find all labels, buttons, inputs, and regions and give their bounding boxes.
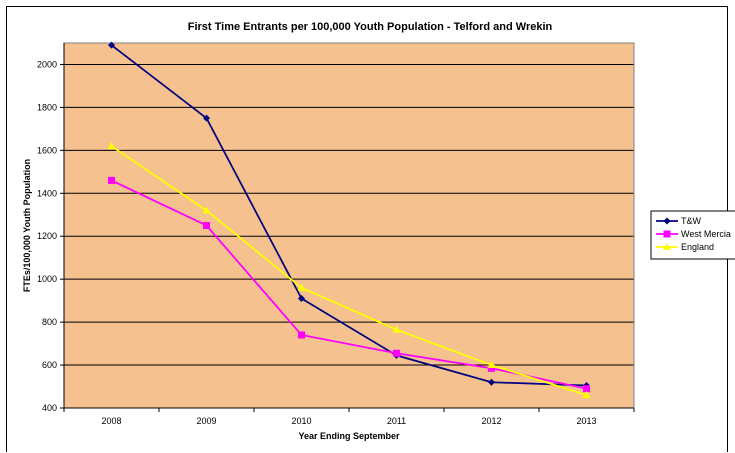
data-point [203,222,210,229]
y-axis-title: FTEs/100,000 Youth Population [22,159,32,292]
series-line [111,179,587,390]
series-line [111,145,587,396]
legend-label: West Mercia [681,229,731,239]
y-tick-label: 400 [42,403,57,413]
data-point [583,385,590,393]
legend-label: T&W [681,216,702,226]
series-layer [107,41,591,399]
plot-area [64,43,634,408]
data-point [298,331,305,339]
legend-label: England [681,242,714,252]
data-point [393,349,400,357]
x-tick-label: 2008 [101,416,121,426]
data-point [582,391,591,399]
legend-marker [663,230,671,238]
x-axis-title: Year Ending September [298,431,400,441]
y-tick-label: 800 [42,317,57,327]
x-tick-label: 2013 [576,416,596,426]
y-tick-label: 2000 [37,59,57,69]
y-tick-label: 1400 [37,188,57,198]
data-point [392,325,401,333]
data-point [488,378,495,386]
y-axis-ticks: 400 600 800 1000 1200 1400 1600 1800 2000 [37,59,64,413]
series-west-mercia [108,176,590,393]
data-point [203,114,210,122]
data-point [488,364,495,372]
data-point [108,41,115,49]
y-tick-label: 600 [42,360,57,370]
data-point [202,206,211,214]
legend: T&W West Mercia England [650,210,735,260]
gridlines [64,63,634,366]
chart-title: First Time Entrants per 100,000 Youth Po… [188,21,553,33]
data-point [298,295,305,302]
y-tick-label: 1600 [37,145,57,155]
series-england [107,142,591,399]
data-point [108,176,115,184]
legend-marker [663,217,671,225]
y-tick-label: 1000 [37,274,57,284]
data-point [297,283,306,291]
x-tick-label: 2009 [196,416,216,426]
x-tick-label: 2011 [387,416,406,426]
legend-marker [663,243,671,250]
series-line [110,44,587,387]
y-tick-label: 1800 [37,102,57,112]
x-axis-ticks: 2008 2009 2010 2011 2012 2013 [63,408,635,426]
data-point [487,361,496,369]
x-tick-label: 2010 [291,416,311,426]
y-tick-label: 1200 [37,231,57,241]
x-tick-label: 2012 [481,416,501,426]
data-point [107,142,116,150]
